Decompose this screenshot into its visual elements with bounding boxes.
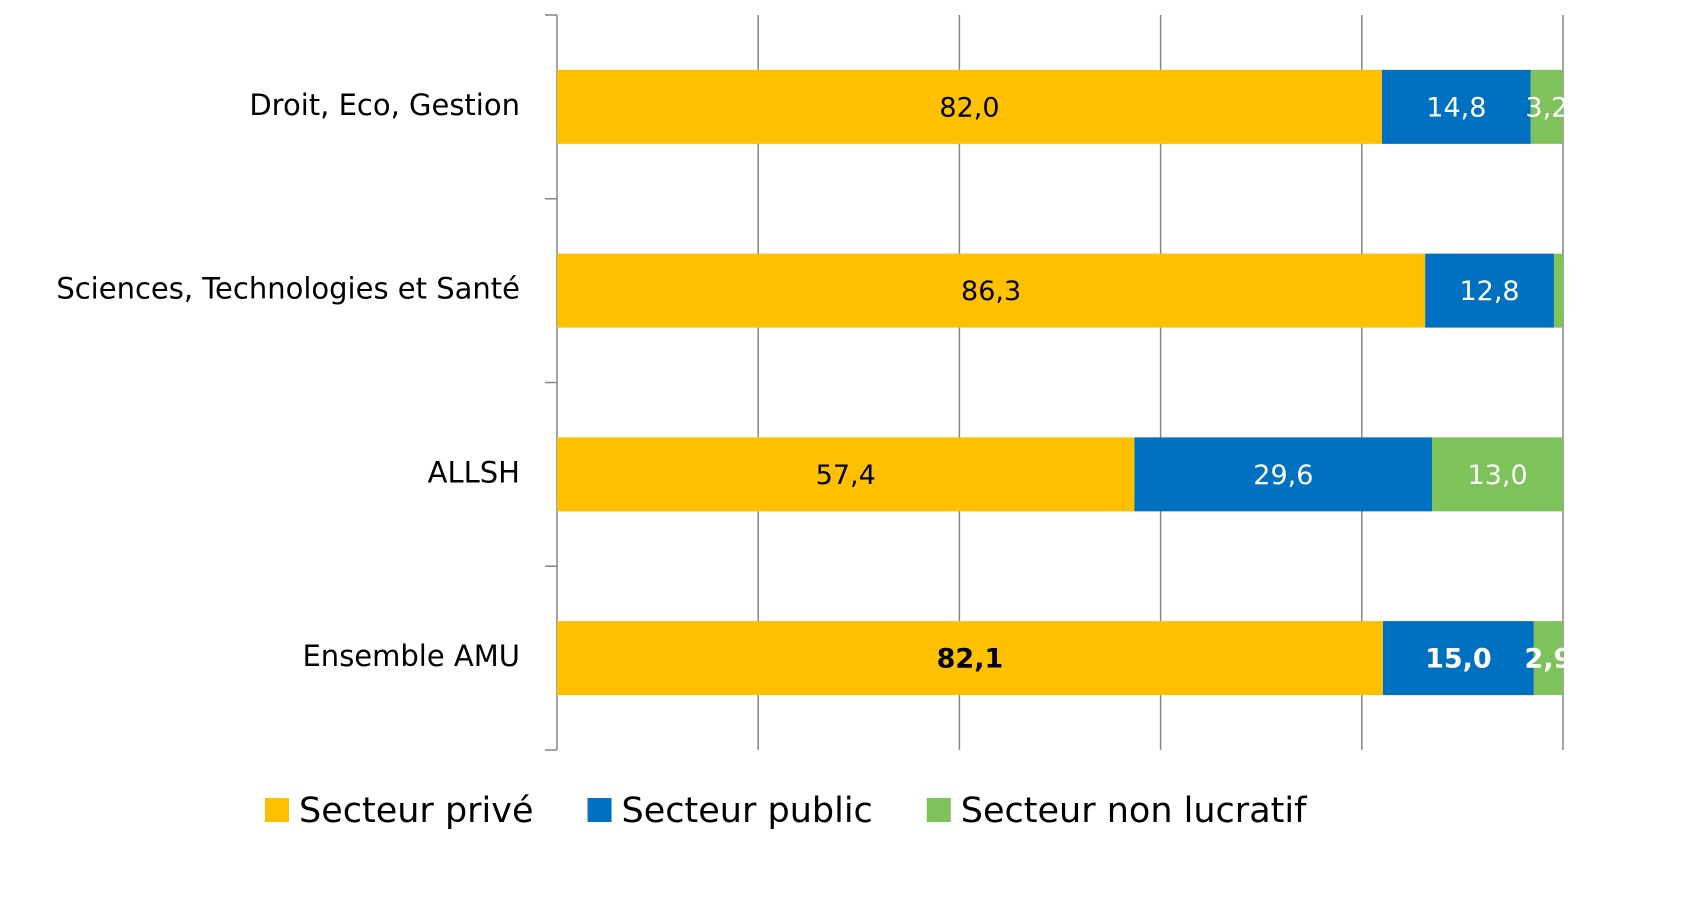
legend-label: Secteur privé — [299, 791, 534, 831]
legend-label: Secteur public — [622, 791, 873, 831]
value-label: 13,0 — [1468, 460, 1528, 491]
bar-segment — [1533, 621, 1563, 696]
value-label: 14,8 — [1426, 92, 1486, 123]
category-label: Ensemble AMU — [302, 639, 520, 673]
legend-swatch — [926, 798, 951, 822]
value-label: 12,8 — [1459, 276, 1519, 307]
bar-segment — [1381, 69, 1531, 144]
bar-segment — [1134, 437, 1433, 512]
bar-segment — [557, 621, 1383, 696]
value-label: 82,1 — [937, 644, 1004, 675]
value-label: 3,2 — [1525, 92, 1568, 123]
value-label: 82,0 — [939, 92, 999, 123]
value-label: 2,9 — [1524, 644, 1572, 675]
category-label: ALLSH — [428, 455, 520, 489]
value-label: 15,0 — [1425, 644, 1492, 675]
legend-swatch — [587, 798, 612, 822]
value-label: 57,4 — [816, 460, 876, 491]
bar-segment — [1425, 253, 1554, 328]
value-label: 86,3 — [961, 276, 1021, 307]
bar-segment — [1382, 621, 1534, 696]
value-label: 29,6 — [1253, 460, 1313, 491]
bar-segment — [1432, 437, 1563, 512]
category-label: Sciences, Technologies et Santé — [56, 272, 520, 306]
bar-segment — [557, 253, 1426, 328]
bar-segment — [1553, 253, 1563, 328]
bar-segment — [557, 437, 1135, 512]
legend-label: Secteur non lucratif — [961, 791, 1307, 831]
bar-segment — [557, 69, 1382, 144]
category-label: Droit, Eco, Gestion — [249, 88, 520, 122]
legend-swatch — [265, 798, 289, 822]
bar-segment — [1530, 69, 1563, 144]
